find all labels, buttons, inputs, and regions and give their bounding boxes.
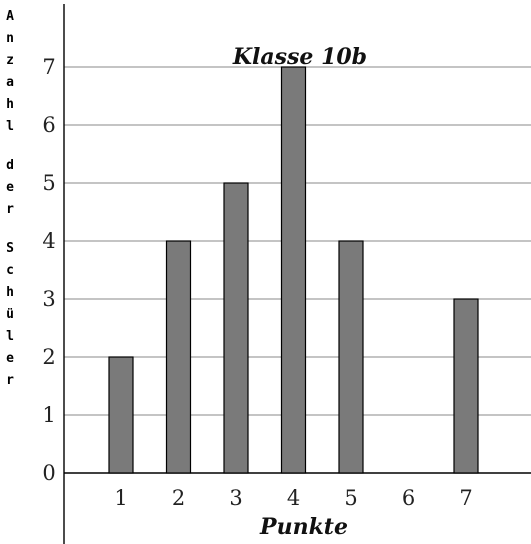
y-axis-label-char: e: [6, 351, 14, 366]
y-tick-labels: 0 1 2 3 4 5 6 7: [42, 55, 55, 485]
bars: [108, 66, 479, 474]
y-tick-label: 2: [42, 345, 55, 369]
x-tick-label: 6: [402, 486, 415, 510]
y-tick-label: 7: [42, 55, 55, 79]
y-axis-label-char: r: [6, 373, 14, 388]
y-axis-label-char: a: [6, 75, 14, 90]
bar-4: [280, 66, 307, 474]
bar-1: [108, 356, 134, 474]
bar-3: [223, 182, 249, 474]
bar-2: [165, 240, 192, 474]
y-axis-label-char: h: [6, 285, 14, 300]
chart-title: Klasse 10b: [232, 44, 367, 70]
y-tick-label: 4: [42, 229, 55, 253]
x-tick-label: 3: [229, 486, 242, 510]
y-axis-label-char: c: [6, 263, 14, 278]
x-axis-label: Punkte: [259, 514, 348, 540]
y-axis-label-char: z: [6, 53, 14, 68]
x-tick-label: 7: [459, 486, 472, 510]
y-axis-label-char: h: [6, 97, 14, 112]
y-tick-label: 6: [42, 113, 55, 137]
x-tick-label: 5: [344, 486, 357, 510]
y-axis-label-char: d: [6, 158, 14, 173]
y-axis-label-char: A: [6, 9, 14, 24]
y-axis-label-char: ü: [6, 307, 14, 322]
bar-7: [453, 298, 479, 474]
y-tick-label: 0: [42, 461, 55, 485]
x-tick-labels: 1 2 3 4 5 6 7: [114, 486, 472, 510]
x-tick-label: 2: [172, 486, 185, 510]
y-axis-label-char: r: [6, 202, 14, 217]
x-tick-label: 4: [287, 486, 300, 510]
y-axis-label-char: l: [6, 119, 14, 134]
y-axis-label-char: n: [6, 31, 14, 46]
bar-5: [338, 240, 364, 474]
y-axis-label-char: S: [6, 241, 14, 256]
y-tick-label: 5: [42, 171, 55, 195]
y-tick-label: 3: [42, 287, 55, 311]
y-axis-label-char: e: [6, 180, 14, 195]
y-axis-label-char: l: [6, 329, 14, 344]
x-tick-label: 1: [114, 486, 127, 510]
y-tick-label: 1: [42, 403, 55, 427]
